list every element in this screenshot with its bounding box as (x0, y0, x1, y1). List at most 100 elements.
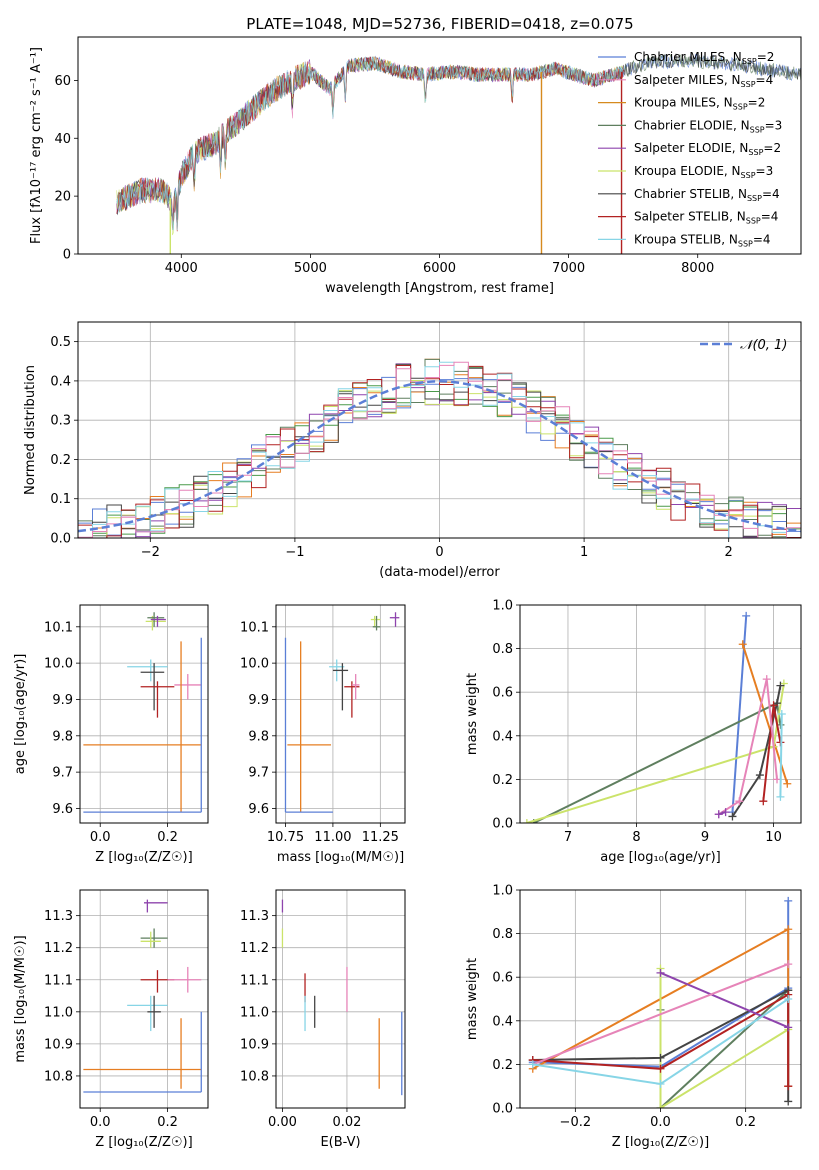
age-z-axes: 0.0 0.2 9.6 9.7 9.8 9.9 10.0 10.1 Z [log₁₀(Z/Z☉)… (13, 605, 208, 865)
weight-series-line (532, 992, 790, 1087)
hist-xtick-label: 2 (725, 545, 733, 560)
weight-series-marker (738, 640, 747, 649)
spectrum-ytick-label: 40 (54, 132, 71, 147)
age-mass-xlabel: mass [log₁₀(M/M☉)] (277, 850, 404, 865)
weight-series-marker (784, 995, 793, 1003)
legend-label: Chabrier STELIB, NSSP=4 (634, 187, 780, 203)
weight-series-line (532, 963, 789, 1066)
weight-age-xtick-label: 8 (632, 830, 640, 845)
weight-series-line (660, 971, 789, 1029)
weight-series-marker (742, 611, 751, 620)
spectrum-ylabel: Flux [fλ10⁻¹⁷ erg cm⁻² s⁻¹ A⁻¹] (29, 47, 44, 244)
histogram-steps (78, 358, 801, 538)
weight-series-line (779, 713, 783, 797)
weight-z-ytick-label: 0.0 (492, 1102, 513, 1117)
mass-z-ytick-label: 10.9 (44, 1037, 73, 1052)
legend-label: Kroupa STELIB, NSSP=4 (634, 232, 771, 248)
age-mass-ytick-label: 9.8 (248, 729, 269, 744)
hist-ytick-label: 0.1 (50, 492, 71, 507)
hist-legend-label: 𝒩(0, 1) (740, 338, 787, 353)
weight-age-xtick-label: 7 (564, 830, 572, 845)
age-mass-axes: 10.75 11.00 11.25 9.6 9.7 9.8 9.9 10.0 10.1 mass … (240, 605, 405, 865)
weight-series-marker (656, 1104, 665, 1108)
weight-age-ylabel: mass weight (465, 673, 480, 755)
mass-z-ytick-label: 11.1 (44, 973, 73, 988)
spectrum-xtick-label: 7000 (552, 261, 585, 276)
weight-age-frame (519, 604, 802, 824)
legend-label: Salpeter MILES, NSSP=4 (634, 73, 773, 89)
spectrum-series-line (116, 55, 626, 231)
age-z-xtick-label: 0.2 (157, 830, 178, 845)
hist-ylabel: Normed distribution (23, 365, 38, 495)
age-mass-xtick-label: 11.00 (314, 830, 351, 845)
weight-series-line (741, 643, 789, 785)
weight-series-marker (762, 675, 771, 684)
mass-ebv-frame (275, 889, 406, 1109)
weight-z-xtick-label: −0.2 (560, 1115, 592, 1130)
age-z-ytick-label: 9.6 (52, 802, 73, 817)
weight-age-xlabel: age [log₁₀(age/yr)] (600, 850, 721, 865)
weight-series-marker (784, 1023, 793, 1032)
spectrum-series-line (116, 56, 625, 232)
spectrum-lines (116, 53, 801, 254)
spectrum-xtick-label: 6000 (423, 261, 456, 276)
weight-age-series (522, 611, 792, 823)
mass-ebv-ytick-label: 11.1 (240, 973, 269, 988)
mass-z-ytick-label: 11.2 (44, 941, 73, 956)
weight-series-marker (776, 792, 785, 801)
weight-age-ytick-label: 0.6 (492, 686, 513, 701)
age-mass-ytick-label: 9.6 (248, 802, 269, 817)
hist-xlabel: (data-model)/error (379, 565, 500, 580)
weight-age-ytick-label: 1.0 (492, 599, 513, 614)
weight-z-ytick-label: 0.8 (492, 927, 513, 942)
mass-z-errorbars (83, 899, 202, 1093)
age-z-xtick-label: 0.0 (90, 830, 111, 845)
normal-reference-curve (78, 380, 801, 533)
weight-series-marker (656, 968, 665, 977)
weight-age-axes: 7 8 9 10 0.0 0.2 0.4 0.6 0.8 1.0 age [log₁₀(age/yr… (465, 599, 801, 865)
mass-z-frame (79, 889, 209, 1109)
weight-series-marker (656, 1053, 665, 1062)
hist-ytick-label: 0.0 (50, 532, 71, 547)
age-mass-xtick-label: 11.25 (362, 830, 399, 845)
spectrum-series-line (116, 56, 622, 226)
spectrum-frame (77, 36, 802, 255)
mass-z-ylabel: mass [log₁₀(M/M☉)] (13, 935, 28, 1062)
age-z-ytick-label: 9.7 (52, 766, 73, 781)
figure-title: PLATE=1048, MJD=52736, FIBERID=0418, z=0… (246, 15, 633, 33)
spectrum-series-line (116, 57, 624, 236)
hist-axes: −2 −1 0 1 2 0.0 0.1 0.2 0.3 0.4 0.5 (data-model)/er… (23, 322, 801, 580)
weight-age-ytick-label: 0.0 (492, 817, 513, 832)
spectrum-ytick-label: 60 (54, 74, 71, 89)
mass-ebv-ytick-label: 11.3 (240, 909, 269, 924)
weight-series-marker (777, 710, 786, 718)
hist-xtick-label: 1 (580, 545, 588, 560)
legend-label: Kroupa MILES, NSSP=2 (634, 96, 765, 112)
weight-z-xlabel: Z [log₁₀(Z/Z☉)] (612, 1135, 709, 1150)
histogram-series (78, 361, 801, 538)
weight-series-marker (784, 960, 793, 969)
spectrum-xtick-label: 8000 (681, 261, 714, 276)
age-z-ylabel: age [log₁₀(age/yr)] (13, 654, 28, 775)
weight-series-marker (522, 819, 531, 823)
age-mass-errorbars (284, 612, 400, 813)
weight-z-ytick-label: 1.0 (492, 884, 513, 899)
age-mass-frame (275, 604, 406, 824)
histogram-series (78, 361, 801, 538)
age-z-ytick-label: 9.9 (52, 693, 73, 708)
weight-series-line (533, 701, 782, 823)
age-z-ytick-label: 10.0 (44, 657, 73, 672)
weight-z-ytick-label: 0.4 (492, 1014, 513, 1029)
spectrum-series-line (116, 57, 621, 230)
mass-ebv-axes: 0.00 0.02 10.8 10.9 11.0 11.1 11.2 11.3 E(B-V) (240, 890, 405, 1150)
weight-z-series (528, 896, 793, 1108)
mass-z-ytick-label: 11.0 (44, 1005, 73, 1020)
mass-ebv-ytick-label: 11.2 (240, 941, 269, 956)
age-mass-ytick-label: 10.0 (240, 657, 269, 672)
mass-ebv-errorbars (281, 899, 403, 1096)
hist-ytick-label: 0.2 (50, 453, 71, 468)
weight-z-ylabel: mass weight (465, 958, 480, 1040)
weight-z-xtick-label: 0.0 (650, 1115, 671, 1130)
mass-ebv-xtick-label: 0.02 (332, 1115, 361, 1130)
weight-series-marker (769, 701, 778, 710)
